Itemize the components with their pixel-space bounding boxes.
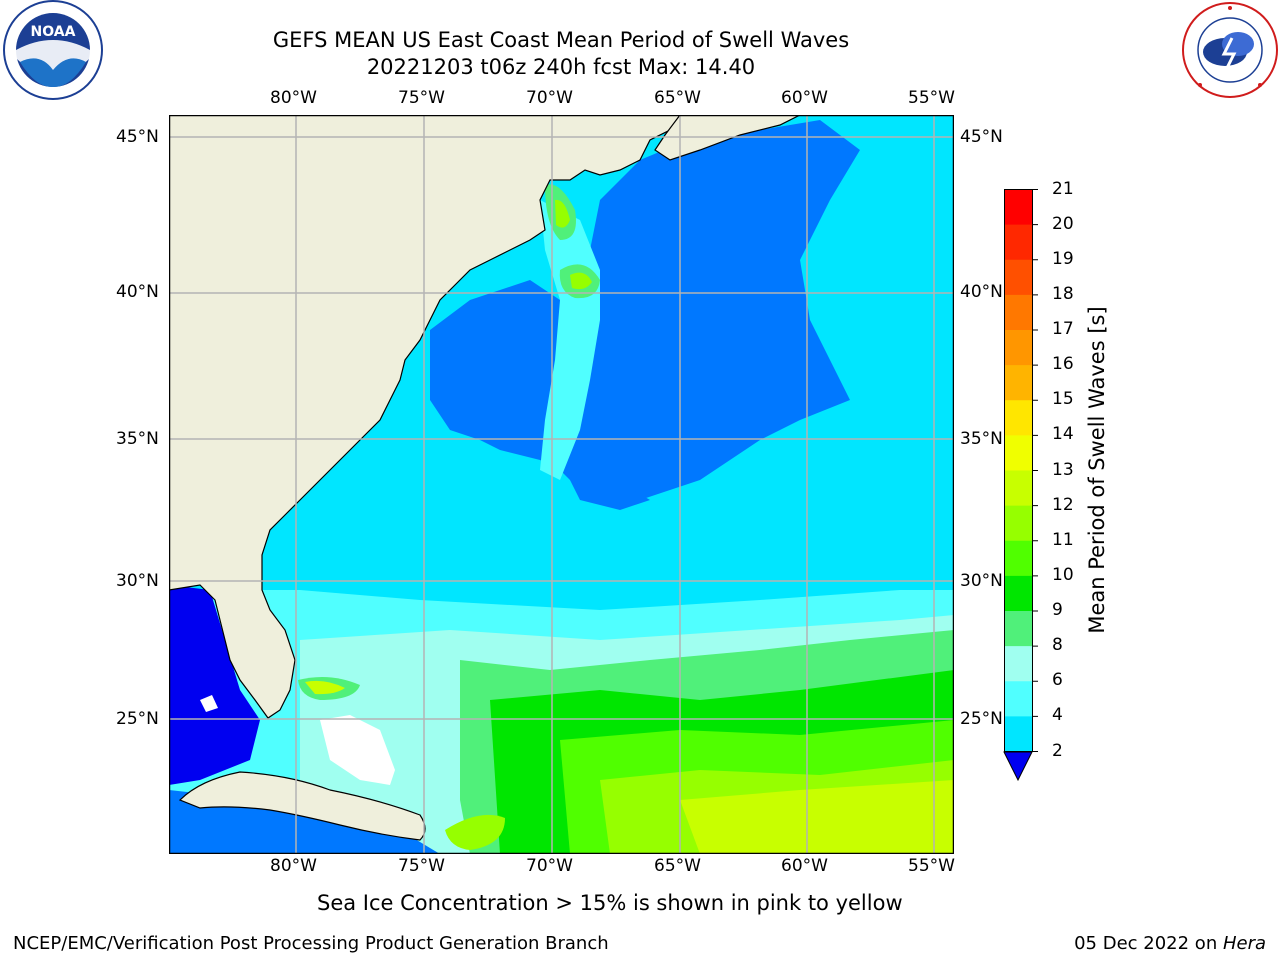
- colorbar-tick-label: 10: [1052, 564, 1074, 585]
- footer-branch: NCEP/EMC/Verification Post Processing Pr…: [13, 933, 609, 954]
- colorbar-swatch: [1004, 435, 1033, 471]
- colorbar-tick-label: 14: [1052, 424, 1074, 445]
- colorbar-swatch: [1004, 189, 1033, 226]
- colorbar-swatch: [1004, 681, 1033, 717]
- noaa-logo: NOAA: [0, 0, 106, 106]
- contour-11-12s-gom: [555, 199, 570, 228]
- colorbar-swatch: [1004, 365, 1033, 401]
- colorbar-swatch: [1004, 259, 1033, 296]
- colorbar-swatch: [1004, 646, 1033, 682]
- lat-label-right-25n: 25°N: [960, 709, 1003, 729]
- lat-label-left-45n: 45°N: [116, 127, 159, 147]
- nws-logo: [1180, 0, 1280, 100]
- lon-label-bottom-55w: 55°W: [908, 856, 955, 876]
- colorbar-tick-label: 12: [1052, 494, 1074, 515]
- colorbar-tick-label: 16: [1052, 354, 1074, 375]
- lon-label-top-80w: 80°W: [270, 88, 317, 108]
- lat-label-right-45n: 45°N: [960, 127, 1003, 147]
- lon-label-bottom-60w: 60°W: [781, 856, 828, 876]
- colorbar-swatch: [1004, 470, 1033, 507]
- lon-label-top-60w: 60°W: [781, 88, 828, 108]
- lat-label-right-35n: 35°N: [960, 429, 1003, 449]
- colorbar-swatch: [1004, 540, 1033, 577]
- lat-label-left-40n: 40°N: [116, 282, 159, 302]
- swell-period-map: [169, 115, 954, 854]
- chart-title: GEFS MEAN US East Coast Mean Period of S…: [272, 28, 850, 52]
- colorbar-swatch: [1004, 505, 1033, 542]
- contour-below-2s-gulf: [169, 585, 260, 785]
- sea-ice-note: Sea Ice Concentration > 15% is shown in …: [317, 891, 903, 915]
- contour-13-14s-bahamas: [305, 680, 345, 695]
- lat-label-right-30n: 30°N: [960, 571, 1003, 591]
- lon-label-top-55w: 55°W: [908, 88, 955, 108]
- lat-label-right-40n: 40°N: [960, 282, 1003, 302]
- colorbar-tick-label: 21: [1052, 178, 1074, 199]
- colorbar-tick-label: 8: [1052, 635, 1063, 656]
- lon-label-top-75w: 75°W: [398, 88, 445, 108]
- lat-label-left-35n: 35°N: [116, 429, 159, 449]
- footer-host: Hera: [1222, 933, 1266, 954]
- colorbar-tick-label: 6: [1052, 670, 1063, 691]
- lon-label-bottom-80w: 80°W: [270, 856, 317, 876]
- colorbar-tick-label: 20: [1052, 213, 1074, 234]
- contour-11-12s-shelf: [570, 272, 592, 290]
- colorbar-tick-label: 15: [1052, 389, 1074, 410]
- lon-label-bottom-70w: 70°W: [526, 856, 573, 876]
- colorbar-tick-label: 2: [1052, 740, 1063, 761]
- colorbar: [1003, 189, 1038, 782]
- colorbar-swatch: [1004, 330, 1033, 366]
- colorbar-swatch: [1004, 224, 1033, 261]
- colorbar-swatch: [1004, 294, 1033, 331]
- colorbar-tick-label: 17: [1052, 319, 1074, 339]
- contour-12-13s-pr: [445, 814, 505, 850]
- colorbar-tick-label: 9: [1052, 600, 1063, 620]
- lon-label-top-65w: 65°W: [654, 88, 701, 108]
- lat-label-left-25n: 25°N: [116, 709, 159, 729]
- gulf-nodata-patch: [200, 695, 218, 712]
- footer-date: 05 Dec 2022 on Hera: [1074, 933, 1266, 954]
- map-frame: [169, 115, 954, 854]
- noaa-logo-text: NOAA: [31, 24, 76, 40]
- colorbar-under-extension: [1003, 751, 1033, 782]
- contour-2-4s-south: [560, 460, 650, 510]
- chart-subtitle: 20221203 t06z 240h fcst Max: 14.40: [366, 55, 756, 79]
- colorbar-tick-label: 4: [1052, 705, 1063, 726]
- colorbar-tick-label: 18: [1052, 283, 1074, 304]
- land-cuba: [178, 771, 426, 841]
- bahamas-shelf-nodata: [320, 715, 395, 785]
- colorbar-tick-label: 13: [1052, 459, 1074, 480]
- colorbar-tick-label: 11: [1052, 529, 1074, 550]
- contour-13-14s-band: [680, 780, 954, 854]
- lon-label-top-70w: 70°W: [526, 88, 573, 108]
- colorbar-tick-label: 19: [1052, 248, 1074, 269]
- graticule: [169, 115, 954, 854]
- lon-label-bottom-65w: 65°W: [654, 856, 701, 876]
- colorbar-swatch: [1004, 611, 1033, 647]
- lat-label-left-30n: 30°N: [116, 571, 159, 591]
- colorbar-label: Mean Period of Swell Waves [s]: [1085, 306, 1109, 634]
- footer-date-text: 05 Dec 2022 on: [1074, 933, 1223, 954]
- contour-2-4s-central: [430, 120, 860, 500]
- colorbar-swatch: [1004, 716, 1033, 752]
- lon-label-bottom-75w: 75°W: [398, 856, 445, 876]
- colorbar-swatch: [1004, 400, 1033, 436]
- colorbar-swatch: [1004, 575, 1033, 612]
